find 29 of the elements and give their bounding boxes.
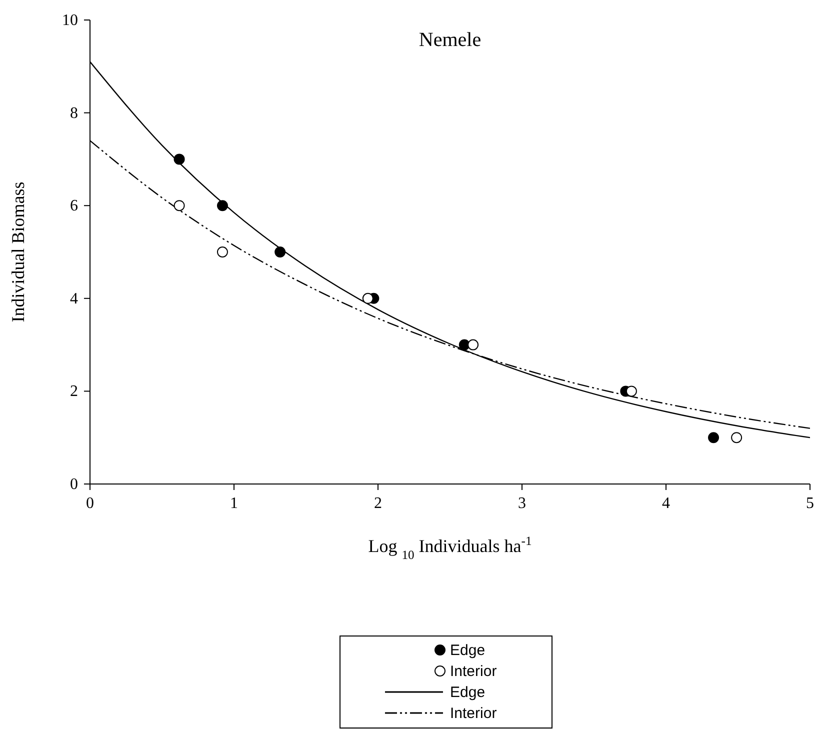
y-tick-label: 10 bbox=[62, 12, 78, 29]
chart-title: Nemele bbox=[418, 29, 482, 51]
legend-label: Edge bbox=[450, 684, 486, 701]
point bbox=[731, 432, 742, 444]
y-tick-label: 4 bbox=[70, 290, 78, 308]
y-axis-title: Individual Biomass bbox=[8, 182, 28, 322]
x-tick-label: 1 bbox=[230, 495, 238, 512]
legend-label: Interior bbox=[450, 705, 497, 722]
point bbox=[274, 246, 286, 258]
y-tick-label: 2 bbox=[70, 383, 78, 400]
x-tick-label: 0 bbox=[86, 495, 94, 512]
point bbox=[216, 200, 228, 212]
y-tick-label: 0 bbox=[70, 476, 78, 493]
point bbox=[468, 339, 479, 350]
y-tick-label: 6 bbox=[70, 198, 78, 215]
x-tick-label: 4 bbox=[662, 495, 670, 512]
point bbox=[708, 432, 720, 444]
point bbox=[626, 386, 637, 397]
point bbox=[216, 246, 228, 258]
x-tick-label: 2 bbox=[374, 495, 382, 512]
point bbox=[174, 200, 185, 212]
point bbox=[174, 154, 185, 165]
x-tick-label: 3 bbox=[518, 495, 526, 512]
point bbox=[362, 292, 374, 304]
legend-label: Edge bbox=[450, 642, 486, 659]
x-tick-label: 5 bbox=[806, 495, 814, 512]
x-axis-title: Log $_{10}$ Individuals ha$^{-1}$ bbox=[368, 534, 532, 562]
legend-label: Interior bbox=[450, 663, 497, 680]
y-tick-label: 8 bbox=[70, 104, 78, 122]
